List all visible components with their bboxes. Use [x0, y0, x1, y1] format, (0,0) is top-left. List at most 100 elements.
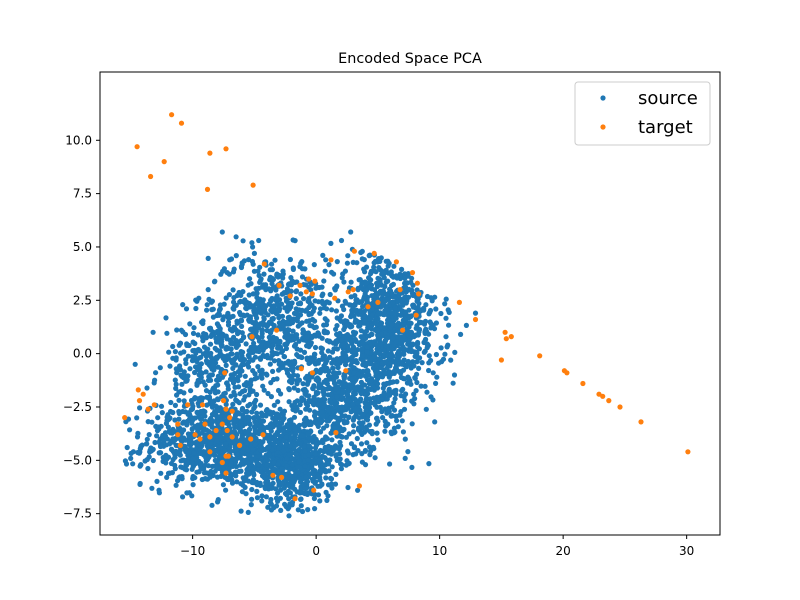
source-point — [334, 394, 340, 400]
source-point — [345, 253, 351, 259]
source-point — [328, 400, 334, 406]
source-point — [332, 381, 338, 387]
target-point — [564, 370, 570, 376]
source-point — [206, 352, 212, 358]
source-point — [250, 470, 257, 476]
source-point — [324, 306, 330, 312]
source-point — [302, 463, 308, 469]
source-point — [313, 420, 319, 426]
source-point — [172, 402, 178, 408]
source-point — [204, 307, 210, 313]
source-point — [344, 357, 350, 363]
source-point — [190, 348, 196, 354]
source-point — [382, 406, 388, 412]
source-point — [379, 303, 385, 309]
source-point — [163, 460, 169, 466]
source-point — [238, 423, 244, 429]
source-point — [314, 376, 320, 382]
target-point — [537, 353, 543, 359]
target-point — [375, 299, 381, 305]
source-point — [342, 298, 348, 304]
source-point — [229, 328, 235, 334]
source-point — [415, 304, 421, 310]
source-point — [205, 255, 211, 261]
source-point — [210, 400, 216, 406]
source-point — [181, 457, 187, 463]
source-point — [290, 328, 296, 334]
source-point — [283, 345, 289, 352]
source-point — [257, 264, 263, 270]
source-point — [424, 389, 430, 395]
source-point — [248, 304, 254, 310]
source-point — [248, 502, 254, 508]
source-point — [170, 409, 176, 416]
source-point — [246, 364, 252, 370]
source-point — [215, 373, 221, 379]
source-point — [191, 450, 197, 456]
source-point — [342, 381, 348, 387]
source-point — [214, 321, 220, 327]
source-point — [184, 490, 190, 496]
source-point — [204, 394, 210, 400]
source-point — [374, 280, 380, 286]
target-point — [413, 312, 419, 318]
source-point — [379, 291, 386, 298]
source-point — [213, 354, 219, 360]
source-point — [390, 299, 396, 305]
source-point — [304, 318, 310, 324]
source-point — [308, 435, 314, 441]
source-point — [358, 284, 364, 290]
source-point — [196, 355, 202, 361]
source-point — [360, 339, 366, 345]
source-point — [287, 443, 293, 449]
source-point — [324, 386, 330, 392]
source-point — [386, 386, 392, 392]
source-point — [359, 353, 365, 359]
source-point — [203, 388, 210, 394]
source-point — [413, 332, 419, 338]
source-point — [200, 351, 207, 357]
source-point — [270, 368, 276, 374]
source-point — [188, 388, 194, 394]
source-point — [238, 264, 245, 271]
source-point — [225, 386, 231, 392]
source-point — [167, 363, 173, 369]
source-point — [249, 258, 255, 265]
legend-label-source: source — [638, 88, 698, 109]
source-point — [358, 429, 364, 435]
target-point — [223, 146, 229, 152]
source-point — [219, 374, 226, 380]
source-point — [344, 322, 350, 328]
source-point — [259, 493, 265, 499]
source-point — [215, 497, 221, 503]
source-point — [306, 304, 312, 311]
source-point — [334, 259, 340, 265]
source-point — [195, 332, 201, 338]
source-point — [255, 322, 261, 328]
source-point — [194, 469, 200, 475]
source-point — [180, 302, 186, 308]
source-point — [289, 403, 295, 409]
target-point — [303, 289, 309, 295]
source-point — [316, 331, 322, 337]
source-point — [241, 313, 247, 319]
source-point — [156, 487, 162, 493]
source-point — [393, 315, 399, 321]
source-point — [313, 441, 319, 447]
target-point — [204, 186, 211, 192]
source-point — [243, 305, 249, 311]
source-point — [238, 468, 244, 474]
source-point — [295, 464, 301, 470]
source-point — [308, 374, 314, 380]
source-point — [377, 267, 383, 273]
source-point — [360, 303, 366, 310]
source-point — [371, 395, 377, 401]
source-point — [433, 306, 439, 312]
source-point — [236, 411, 242, 417]
source-point — [286, 452, 293, 458]
source-point — [328, 240, 334, 246]
source-point — [371, 292, 377, 299]
source-point — [166, 416, 172, 422]
y-tick-label: 7.5 — [73, 187, 92, 201]
source-point — [258, 443, 264, 449]
